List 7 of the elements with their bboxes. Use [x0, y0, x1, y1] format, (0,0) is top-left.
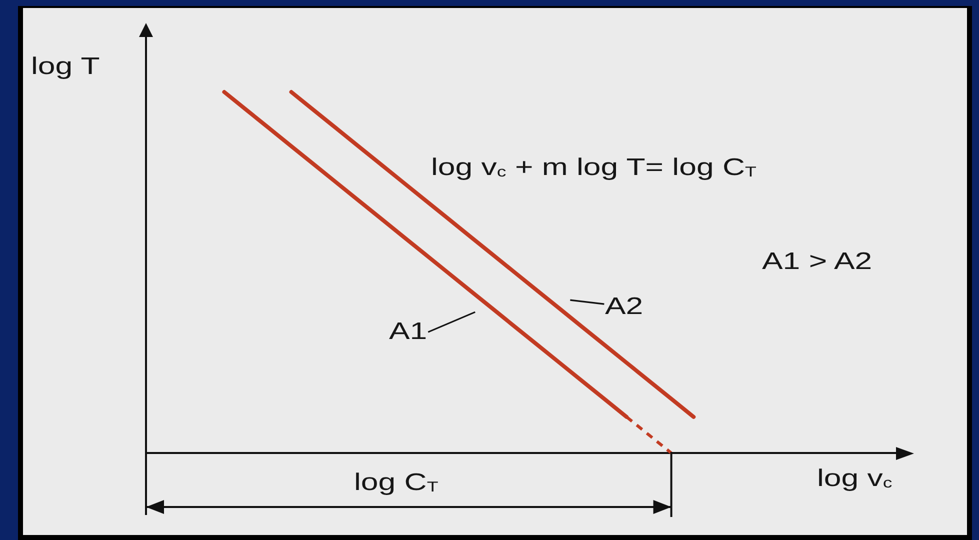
text: log C$_{T}$: [354, 469, 438, 496]
x-axis-title: log v$_{c}$: [816, 465, 892, 492]
annotation: log v$_{c}$ + m log T= log C$_{T}$: [431, 154, 756, 181]
y-axis-title: log T: [31, 53, 100, 80]
series-label: A2: [605, 293, 644, 320]
text: A1: [388, 318, 428, 346]
annotation: A1 > A2: [762, 248, 872, 275]
